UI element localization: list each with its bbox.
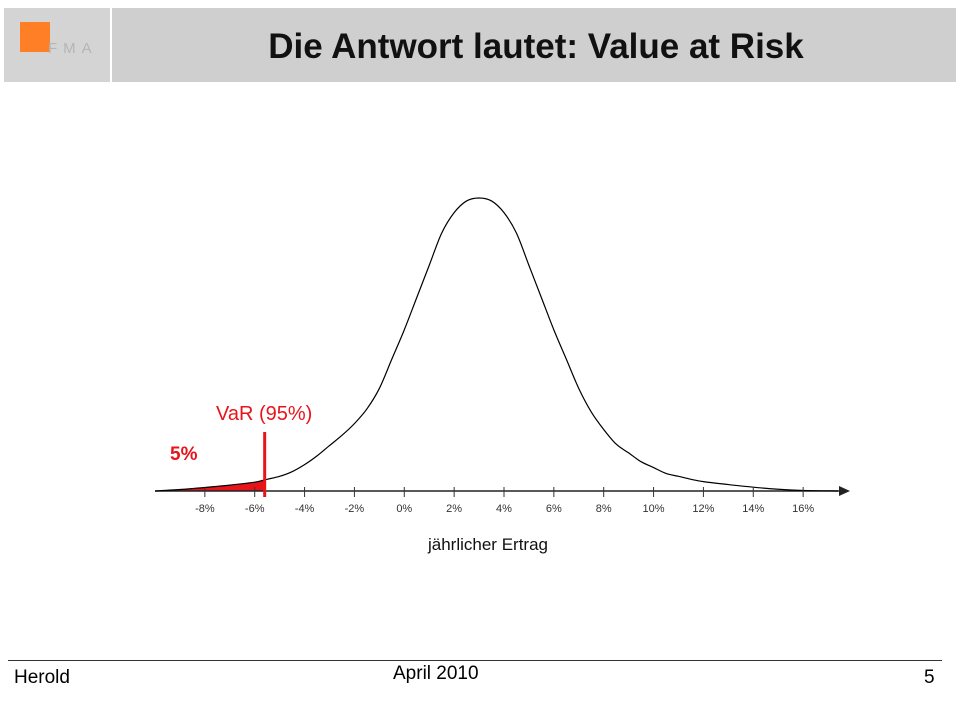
x-tick-label: 2% <box>446 503 462 515</box>
distribution-curve <box>154 197 839 492</box>
footer-date: April 2010 <box>393 663 479 684</box>
slide-header: FMA Die Antwort lautet: Value at Risk <box>4 8 956 82</box>
x-tick-label: 6% <box>546 503 562 515</box>
x-tick-label: 16% <box>792 503 814 515</box>
x-axis-title: jährlicher Ertrag <box>427 535 548 554</box>
x-axis-arrow <box>839 486 850 496</box>
var-label: VaR (95%) <box>216 403 312 425</box>
x-tick-label: 14% <box>742 503 764 515</box>
x-tick-label: 12% <box>692 503 714 515</box>
footer-divider <box>8 660 942 661</box>
x-tick-label: 8% <box>596 503 612 515</box>
logo-text: FMA <box>48 40 98 57</box>
page-number: 5 <box>924 667 935 688</box>
x-tick-label: -2% <box>345 503 365 515</box>
page-title: Die Antwort lautet: Value at Risk <box>268 27 804 66</box>
x-tick-label: 0% <box>396 503 412 515</box>
fma-logo: FMA <box>4 8 112 82</box>
x-tick-label: 10% <box>643 503 665 515</box>
var-tail-area <box>155 479 265 491</box>
logo-accent-square <box>20 22 50 52</box>
x-tick-label: -4% <box>295 503 315 515</box>
x-tick-label: -6% <box>245 503 265 515</box>
tail-percent-label: 5% <box>170 444 198 465</box>
x-tick-label: -8% <box>195 503 215 515</box>
footer-author: Herold <box>14 667 70 688</box>
x-tick-label: 4% <box>496 503 512 515</box>
